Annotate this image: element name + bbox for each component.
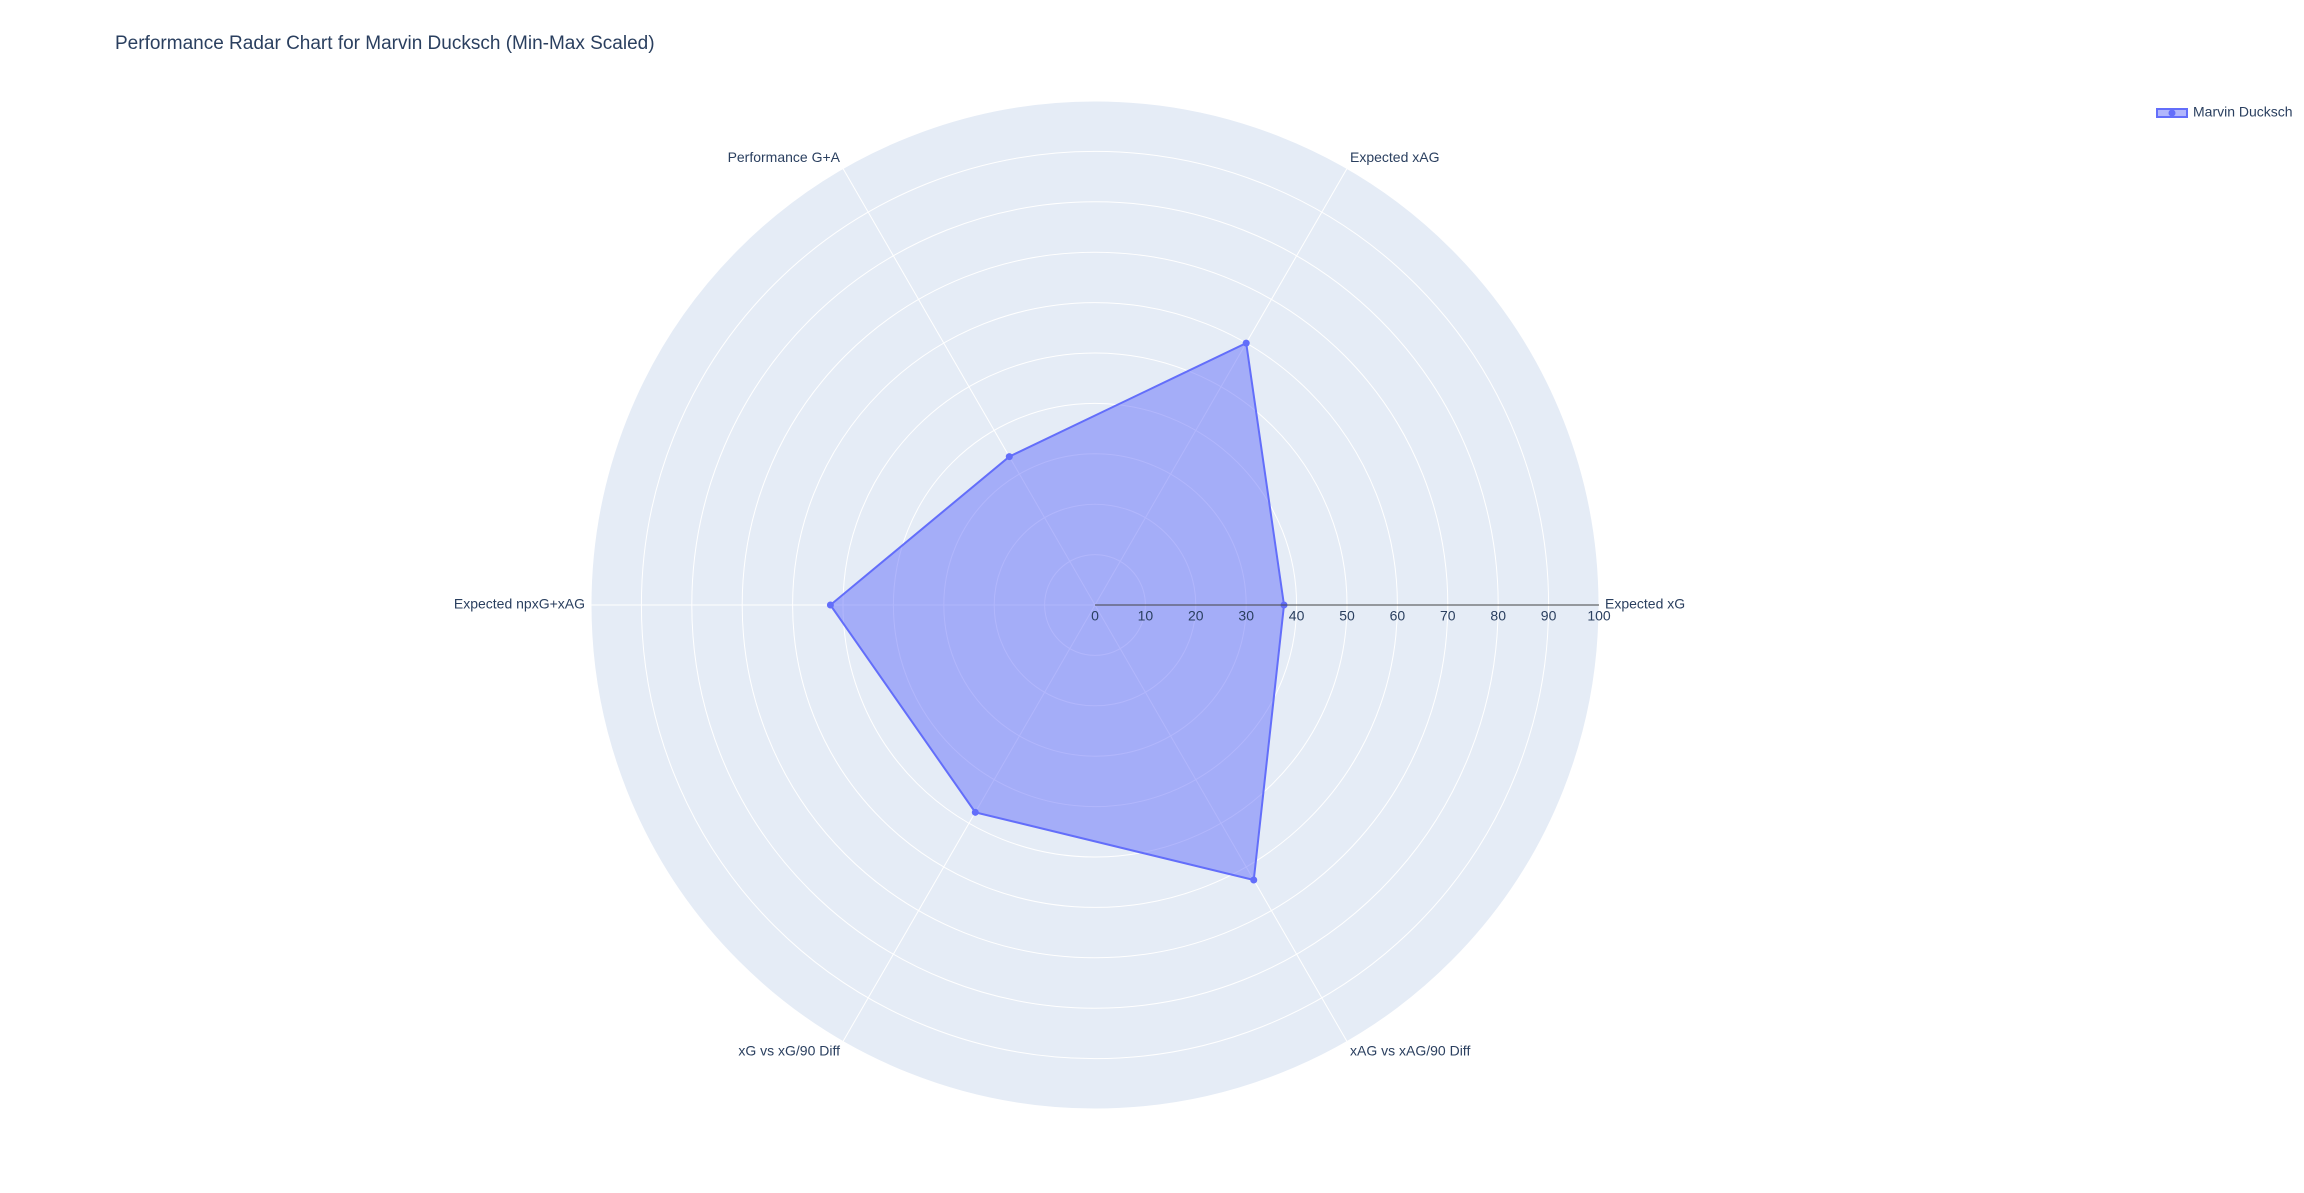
legend-label: Marvin Ducksch <box>2193 104 2293 120</box>
radial-tick-label: 80 <box>1490 608 1506 624</box>
radial-tick-label: 10 <box>1138 608 1154 624</box>
angular-tick-label: Expected npxG+xAG <box>454 596 585 612</box>
radial-tick-label: 90 <box>1541 608 1557 624</box>
angular-tick-label: Expected xAG <box>1350 149 1440 165</box>
chart-title: Performance Radar Chart for Marvin Ducks… <box>115 33 655 54</box>
radial-tick-label: 40 <box>1289 608 1305 624</box>
radar-point <box>1242 339 1250 347</box>
angular-tick-label: Performance G+A <box>728 149 841 165</box>
radial-tick-label: 60 <box>1390 608 1406 624</box>
radial-tick-label: 100 <box>1587 608 1611 624</box>
radial-tick-label: 0 <box>1091 608 1099 624</box>
radar-point <box>1250 876 1258 884</box>
angular-tick-label: xG vs xG/90 Diff <box>738 1043 840 1059</box>
radial-tick-label: 70 <box>1440 608 1456 624</box>
radial-tick-label: 50 <box>1339 608 1355 624</box>
angular-tick-label: xAG vs xAG/90 Diff <box>1350 1043 1470 1059</box>
legend-marker <box>2168 109 2176 117</box>
radial-tick-label: 20 <box>1188 608 1204 624</box>
radar-point <box>971 808 979 816</box>
radar-point <box>1005 453 1013 461</box>
radar-point <box>826 601 834 609</box>
radial-tick-label: 30 <box>1238 608 1254 624</box>
angular-tick-label: Expected xG <box>1605 596 1685 612</box>
